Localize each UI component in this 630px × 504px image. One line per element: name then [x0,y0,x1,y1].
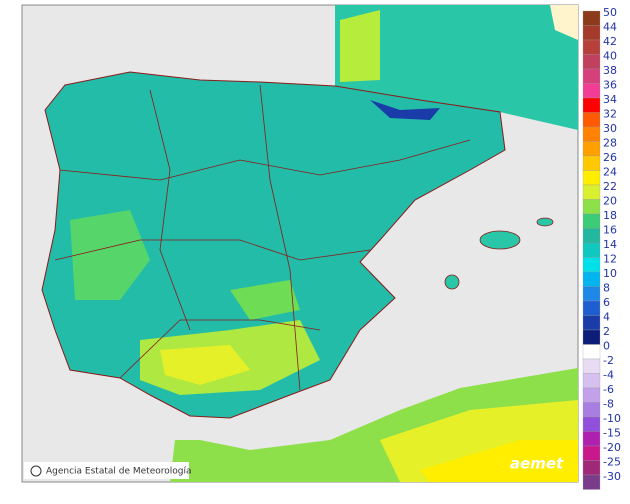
temp-area [550,5,578,40]
legend-swatch [582,10,601,26]
legend-swatch [582,25,601,41]
legend-label: 40 [603,50,617,63]
legend-label: 0 [603,340,610,353]
legend-swatch [582,315,601,331]
legend-swatch [582,213,601,229]
legend-label: 4 [603,311,610,324]
mallorca [479,230,521,250]
legend-label: 18 [603,209,617,222]
ibiza [444,274,460,290]
legend-swatch [582,460,601,476]
province-border [119,319,321,379]
legend-swatch [582,358,601,374]
legend-label: -8 [603,398,614,411]
legend-swatch [582,431,601,447]
legend-label: -30 [603,470,621,483]
legend-label: 14 [603,238,617,251]
legend-swatch [582,329,601,345]
legend-swatch [582,184,601,200]
legend-label: -10 [603,412,621,425]
province-border [259,84,301,391]
france-land [335,5,578,130]
agency-box [24,462,189,479]
legend-label: 26 [603,151,617,164]
legend-swatch [582,402,601,418]
iberia-land [41,71,506,419]
legend-swatch [582,141,601,157]
logo: aemet [510,455,564,473]
temp-area [70,210,150,300]
legend-label: 2 [603,325,610,338]
legend-swatch [582,474,601,490]
legend-swatch [582,155,601,171]
legend-swatch [582,39,601,55]
legend-swatch [582,271,601,287]
legend-swatch [582,112,601,128]
legend-swatch [582,300,601,316]
legend-label: -4 [603,369,614,382]
legend-label: -15 [603,427,621,440]
legend-label: 12 [603,253,617,266]
legend-swatch [582,286,601,302]
legend-swatch [582,242,601,258]
legend-swatch [582,344,601,360]
legend-swatch [582,170,601,186]
legend-swatch [582,373,601,389]
legend-swatch [582,97,601,113]
temp-area [420,440,578,482]
legend-label: 8 [603,282,610,295]
legend-swatch [582,257,601,273]
legend-swatch [582,387,601,403]
legend-label: 6 [603,296,610,309]
temp-area [340,10,380,82]
legend-label: 10 [603,267,617,280]
legend-label: 20 [603,195,617,208]
province-border [149,89,191,331]
legend-label: 32 [603,108,617,121]
legend-label: -25 [603,456,621,469]
legend-label: 28 [603,137,617,150]
legend-swatch [582,199,601,215]
legend-swatch [582,416,601,432]
agency-name: Agencia Estatal de Meteorología [46,467,192,477]
temp-area [230,280,300,320]
legend-label: 30 [603,122,617,135]
legend-label: 16 [603,224,617,237]
legend-swatch [582,83,601,99]
province-border [59,139,471,181]
copyright-icon [30,465,42,477]
legend-swatch [582,445,601,461]
legend-label: 36 [603,79,617,92]
legend-label: 22 [603,180,617,193]
legend-label: 34 [603,93,617,106]
legend-swatch [582,228,601,244]
legend-label: -2 [603,354,614,367]
legend-label: 44 [603,21,617,34]
temp-area [160,345,250,385]
legend-label: 42 [603,35,617,48]
legend-swatch [582,68,601,84]
province-border [54,239,371,261]
menorca [536,217,554,227]
legend-label: 50 [603,6,617,19]
temp-area [370,100,440,120]
legend-swatch [582,126,601,142]
legend-label: -20 [603,441,621,454]
legend-label: -6 [603,383,614,396]
legend-label: 24 [603,166,617,179]
legend-label: 38 [603,64,617,77]
legend-swatch [582,54,601,70]
legend: 5044424038363432302826242220181614121086… [582,6,621,490]
